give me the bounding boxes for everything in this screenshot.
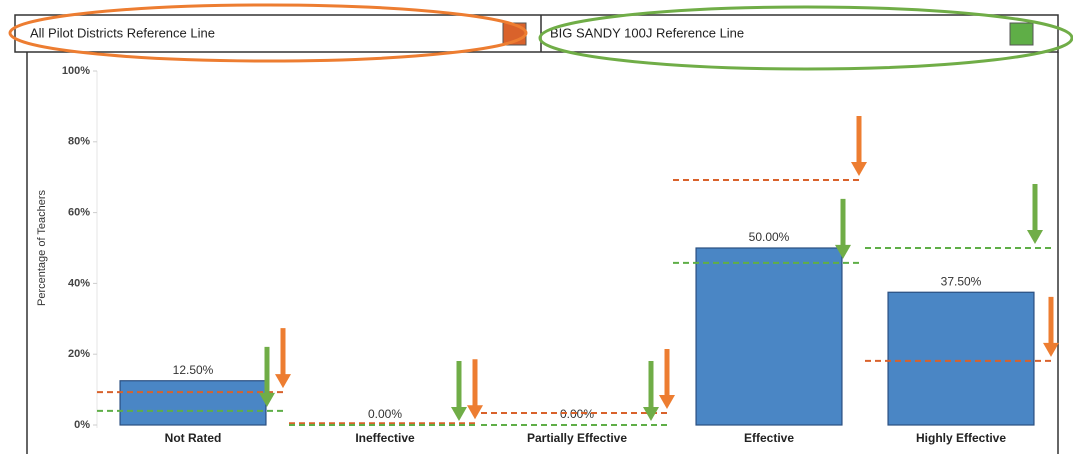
annotation-arrow-head — [851, 162, 867, 177]
annotation-arrow-head — [643, 407, 659, 421]
y-tick-label: 40% — [68, 277, 90, 289]
annotation-arrow-head — [1027, 230, 1043, 244]
value-label: 0.00% — [368, 407, 402, 421]
y-axis-label: Percentage of Teachers — [36, 190, 48, 306]
legend-label: BIG SANDY 100J Reference Line — [550, 25, 744, 40]
y-tick-label: 20% — [68, 348, 90, 360]
annotation-arrow-head — [467, 405, 483, 420]
x-tick-label: Ineffective — [355, 431, 415, 445]
annotation-arrow-head — [1043, 342, 1059, 357]
y-tick-label: 80% — [68, 136, 90, 148]
x-tick-label: Effective — [744, 431, 794, 445]
legend-label: All Pilot Districts Reference Line — [30, 25, 215, 40]
annotation-ellipse — [538, 5, 1073, 71]
annotation-arrow-head — [451, 407, 467, 421]
annotation-ellipse — [8, 3, 528, 63]
y-tick-label: 60% — [68, 207, 90, 219]
bar — [119, 380, 267, 426]
y-tick-label: 100% — [62, 65, 90, 77]
x-tick-label: Not Rated — [165, 431, 222, 445]
value-label: 37.50% — [941, 274, 982, 288]
value-label: 0.00% — [560, 407, 594, 421]
legend-bar — [14, 14, 1059, 53]
legend-swatch — [1009, 22, 1034, 46]
x-tick-label: Partially Effective — [527, 431, 627, 445]
bar — [695, 247, 843, 426]
bar — [887, 291, 1035, 426]
annotation-arrow-head — [659, 394, 675, 409]
annotation-arrow-head — [259, 392, 275, 407]
annotation-arrow-head — [275, 374, 291, 389]
y-tick-label: 0% — [74, 419, 90, 431]
x-tick-label: Highly Effective — [916, 431, 1006, 445]
value-label: 12.50% — [173, 363, 214, 377]
annotation-arrow-head — [835, 244, 851, 259]
value-label: 50.00% — [749, 230, 790, 244]
